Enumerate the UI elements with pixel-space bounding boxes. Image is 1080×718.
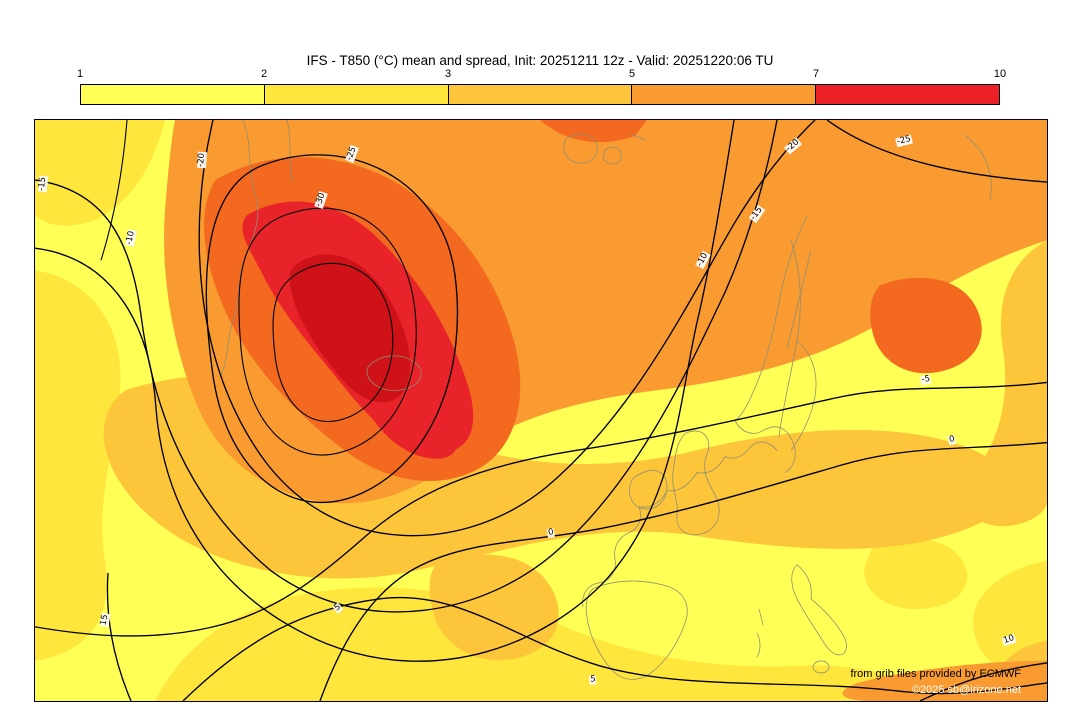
map-canvas xyxy=(35,120,1047,701)
attribution-copyright: ©2025 sb@irizone.net xyxy=(911,684,1021,696)
contour-label: -5 xyxy=(920,373,932,386)
colorbar-segment xyxy=(815,85,999,104)
contour-layer xyxy=(35,120,1047,701)
spread-fill-layer xyxy=(35,120,1047,701)
page-title: IFS - T850 (°C) mean and spread, Init: 2… xyxy=(306,53,774,68)
colorbar-tick-label: 3 xyxy=(444,68,452,80)
colorbar-tick-label: 7 xyxy=(812,68,820,80)
colorbar-segment xyxy=(81,85,264,104)
colorbar-ticks: 1 2 3 5 7 10 xyxy=(76,68,1006,81)
contour-label: 0 xyxy=(947,434,957,446)
colorbar-segment xyxy=(263,85,448,104)
colorbar-segment xyxy=(631,85,816,104)
coastline-layer xyxy=(220,120,992,680)
colorbar-tick-label: 1 xyxy=(76,68,84,80)
contour-label: -20 xyxy=(196,151,208,169)
colorbar xyxy=(80,84,1000,105)
colorbar-tick-label: 5 xyxy=(628,68,636,80)
colorbar-segment xyxy=(447,85,632,104)
contour-label: -15 xyxy=(36,175,49,193)
attribution-source: from grib files provided by ECMWF xyxy=(850,668,1021,680)
contour-label: 5 xyxy=(589,674,597,685)
contour-label: 0 xyxy=(546,527,556,538)
colorbar-tick-label: 10 xyxy=(993,68,1007,80)
colorbar-tick-label: 2 xyxy=(260,68,268,80)
weather-map: -15 -10 -20 -25 -30 -20 -15 -10 -25 -5 0 0 5 5 10 15 fr… xyxy=(34,119,1048,702)
